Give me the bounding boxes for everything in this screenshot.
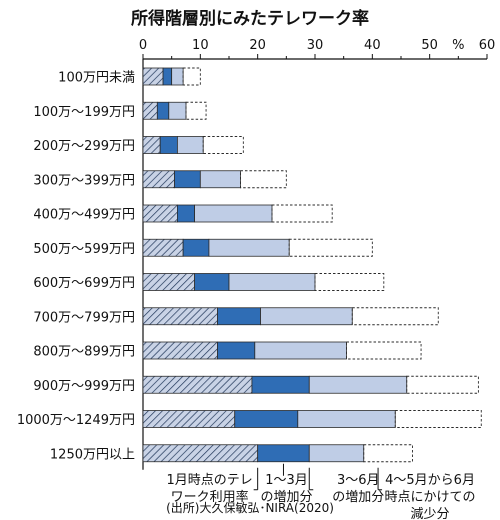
legend-label: の増加分 bbox=[332, 490, 384, 505]
category-label: 100万円未満 bbox=[58, 71, 135, 86]
category-label: 200万〜299万円 bbox=[33, 139, 135, 154]
bar-segment-2-row-6 bbox=[182, 238, 210, 257]
bar-segment-4-row-1 bbox=[182, 67, 201, 86]
bar-segment-4-row-8 bbox=[351, 307, 439, 326]
bar-segment-3-row-6 bbox=[208, 238, 290, 257]
bar-segment-4-row-4 bbox=[240, 170, 287, 189]
bar-segment-3-row-4 bbox=[199, 170, 241, 189]
legend-label: 1〜3月 bbox=[265, 473, 308, 488]
bar-area bbox=[142, 67, 482, 463]
bar-segment-1-row-3 bbox=[142, 136, 161, 154]
bar-segment-4-row-7 bbox=[314, 273, 385, 291]
bar-segment-2-row-7 bbox=[194, 273, 230, 291]
bar-segment-3-row-5 bbox=[194, 204, 273, 223]
bar-segment-4-row-3 bbox=[202, 136, 244, 154]
legend: 1月時点のテレワーク利用率1〜3月の増加分3〜6月の増加分4〜5月から6月時点に… bbox=[167, 463, 476, 520]
bar-segment-2-row-12 bbox=[257, 444, 310, 463]
bar-segment-1-row-12 bbox=[142, 444, 259, 463]
bar-segment-3-row-10 bbox=[308, 375, 408, 394]
category-label: 300万〜399万円 bbox=[33, 173, 135, 188]
category-label: 600万〜699万円 bbox=[33, 276, 135, 291]
legend-label: の増加分 bbox=[260, 490, 312, 505]
legend-label: 減少分 bbox=[411, 506, 450, 520]
bar-segment-4-row-6 bbox=[288, 238, 373, 257]
bar-segment-3-row-2 bbox=[168, 101, 187, 120]
bar-segment-3-row-1 bbox=[171, 67, 184, 86]
legend-label: 4〜5月から6月 bbox=[385, 473, 475, 488]
x-tick-label-10: 10 bbox=[192, 38, 209, 53]
bar-segment-4-row-12 bbox=[363, 444, 413, 463]
bar-segment-1-row-11 bbox=[142, 410, 236, 428]
x-tick-label-40: 40 bbox=[364, 38, 381, 53]
category-label: 800万〜899万円 bbox=[33, 345, 135, 360]
category-label: 700万〜799万円 bbox=[33, 310, 135, 325]
bar-segment-2-row-2 bbox=[156, 101, 170, 120]
category-labels: 100万円未満 100万〜199万円 200万〜299万円 300万〜399万円 400… bbox=[17, 71, 135, 463]
bar-segment-2-row-3 bbox=[159, 136, 178, 154]
x-tick-label-60: 60 bbox=[479, 38, 496, 53]
bar-segment-3-row-7 bbox=[228, 273, 316, 291]
legend-label: ワーク利用率 bbox=[171, 489, 249, 505]
bar-segment-1-row-7 bbox=[142, 273, 195, 291]
legend-label: 3〜6月 bbox=[337, 473, 380, 488]
chart-title: 所得階層別にみたテレワーク率 bbox=[131, 8, 369, 29]
bar-segment-3-row-3 bbox=[176, 136, 204, 154]
bar-segment-2-row-11 bbox=[234, 410, 299, 428]
bar-segment-1-row-9 bbox=[142, 341, 218, 360]
category-label: 900万〜999万円 bbox=[33, 379, 135, 394]
bar-segment-2-row-1 bbox=[162, 67, 173, 86]
bar-segment-2-row-5 bbox=[176, 204, 195, 223]
bar-segment-4-row-9 bbox=[346, 341, 422, 360]
category-label: 1000万〜1249万円 bbox=[17, 413, 135, 428]
bar-segment-2-row-8 bbox=[217, 307, 261, 326]
bar-segment-4-row-11 bbox=[394, 410, 482, 428]
bar-segment-1-row-5 bbox=[142, 204, 178, 223]
bar-segment-1-row-4 bbox=[142, 170, 175, 189]
x-tick-label-0: 0 bbox=[139, 38, 147, 53]
bar-segment-4-row-10 bbox=[406, 375, 479, 394]
bar-segment-1-row-1 bbox=[142, 67, 164, 86]
bar-segment-2-row-4 bbox=[174, 170, 201, 189]
bar-segment-2-row-9 bbox=[217, 341, 256, 360]
bar-segment-1-row-2 bbox=[142, 101, 158, 120]
legend-label: 1月時点のテレ bbox=[167, 473, 253, 488]
category-label: 100万〜199万円 bbox=[33, 105, 135, 120]
x-axis: 0 10 20 30 40 50 60% bbox=[139, 38, 495, 470]
bar-segment-1-row-8 bbox=[142, 307, 218, 326]
bar-segment-3-row-8 bbox=[260, 307, 353, 326]
category-label: 400万〜499万円 bbox=[33, 208, 135, 223]
bar-segment-1-row-6 bbox=[142, 238, 184, 257]
bar-segment-4-row-2 bbox=[185, 101, 207, 120]
category-label: 1250万円以上 bbox=[50, 447, 135, 462]
legend-label: 時点にかけての bbox=[385, 490, 476, 505]
category-label: 500万〜599万円 bbox=[33, 242, 135, 257]
bar-segment-3-row-11 bbox=[297, 410, 396, 428]
bar-segment-1-row-10 bbox=[142, 375, 253, 394]
x-tick-label-30: 30 bbox=[307, 38, 324, 53]
x-tick-label-20: 20 bbox=[249, 38, 266, 53]
x-axis-unit: % bbox=[452, 38, 464, 53]
source-note: (出所)大久保敏弘･NIRA(2020) bbox=[166, 500, 334, 515]
bar-segment-3-row-9 bbox=[254, 341, 347, 360]
x-tick-label-50: 50 bbox=[421, 38, 438, 53]
bar-segment-3-row-12 bbox=[308, 444, 365, 463]
bar-segment-4-row-5 bbox=[271, 204, 333, 223]
bar-segment-2-row-10 bbox=[251, 375, 310, 394]
